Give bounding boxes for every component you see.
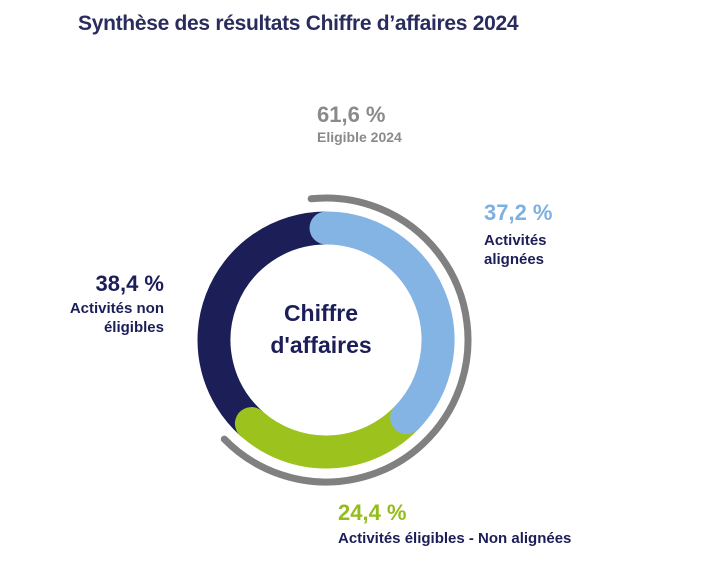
eligible-label: 61,6 % Eligible 2024 (317, 102, 402, 147)
eligible-outer-arc (220, 194, 472, 486)
center-label-line1: Chiffre (283, 300, 359, 326)
chart-title: Synthèse des résultats Chiffre d’affaire… (78, 12, 519, 35)
non-eligible-caption-line2: éligibles (103, 319, 164, 336)
center-label-line2: d'affaires (270, 332, 372, 358)
eligible-caption: Eligible 2024 (317, 129, 402, 145)
aligned-percent: 37,2 % (484, 200, 553, 225)
donut-slice-non-eligible (197, 211, 343, 441)
aligned-caption-line2: alignées (484, 251, 545, 268)
eligible-non-aligned-label: 24,4 % Activités éligibles - Non alignée… (338, 500, 571, 548)
eligible-percent: 61,6 % (317, 102, 386, 127)
non-eligible-label: 38,4 % Activités non éligibles (30, 271, 164, 337)
donut-center-label: Chiffre d'affaires (221, 297, 421, 361)
non-eligible-percent: 38,4 % (95, 271, 165, 296)
aligned-label: 37,2 % Activités alignées (484, 200, 553, 269)
donut-slice-eligible-non-aligned (234, 401, 424, 469)
eligible-non-aligned-caption: Activités éligibles - Non alignées (338, 530, 572, 547)
eligible-non-aligned-percent: 24,4 % (338, 500, 407, 525)
donut-segments (197, 194, 472, 486)
non-eligible-caption-line1: Activités non (69, 300, 164, 317)
aligned-caption-line1: Activités (484, 232, 547, 249)
donut-slice-aligned (309, 211, 455, 435)
